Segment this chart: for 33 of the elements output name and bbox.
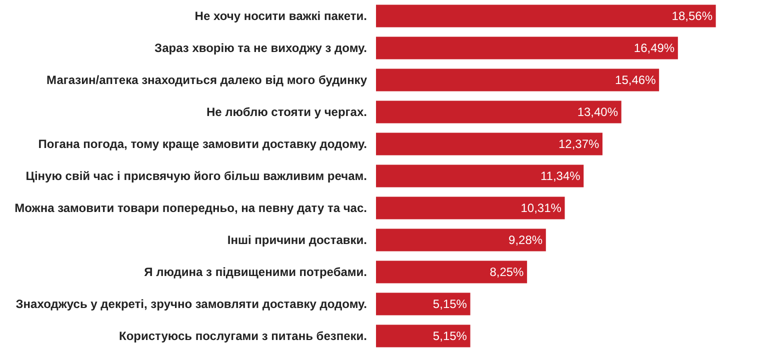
- data-label: 13,40%: [577, 105, 618, 119]
- data-label: 5,15%: [432, 329, 468, 343]
- data-label: 15,46%: [615, 73, 656, 87]
- bar: [376, 100, 622, 124]
- data-label: 16,49%: [634, 41, 675, 55]
- data-label: 10,31%: [520, 201, 562, 215]
- data-label: 18,56%: [672, 9, 713, 23]
- y-tick-label: Зараз хворію та не виходжу з дому.: [154, 41, 367, 56]
- y-tick-label: Погана погода, тому краще замовити доставку додому.: [38, 137, 367, 152]
- y-tick-label: Користуюсь послугами з питань безпеки.: [119, 329, 367, 344]
- y-tick-label: Не люблю стояти у чергах.: [206, 105, 367, 120]
- y-tick-label: Я людина з підвищеними потребами.: [144, 265, 367, 280]
- bar: [376, 164, 584, 188]
- y-tick-label: Знаходжусь у декреті, зручно замовляти доставку додому.: [16, 297, 367, 312]
- bar: [376, 228, 546, 252]
- bar: [376, 4, 716, 28]
- bar: [376, 132, 602, 156]
- data-label: 9,28%: [508, 233, 543, 247]
- data-label: 12,37%: [558, 137, 600, 151]
- bar: [376, 68, 660, 92]
- bar: [376, 196, 565, 220]
- bar: [376, 324, 470, 348]
- data-label: 8,25%: [490, 265, 524, 279]
- bar: [376, 36, 678, 60]
- data-label: 11,34%: [540, 169, 581, 183]
- y-tick-label: Можна замовити товари попередньо, на певну дату та час.: [14, 201, 367, 216]
- data-label: 5,15%: [432, 297, 468, 311]
- y-tick-label: Ціную свій час і присвячую його більш важливим речам.: [26, 169, 367, 184]
- y-tick-label: Магазин/аптека знаходиться далеко від мого будинку: [46, 73, 368, 88]
- bar: [376, 260, 528, 284]
- bar: [376, 292, 470, 316]
- y-tick-label: Не хочу носити важкі пакети.: [194, 9, 367, 24]
- y-tick-label: Інші причини доставки.: [227, 233, 367, 248]
